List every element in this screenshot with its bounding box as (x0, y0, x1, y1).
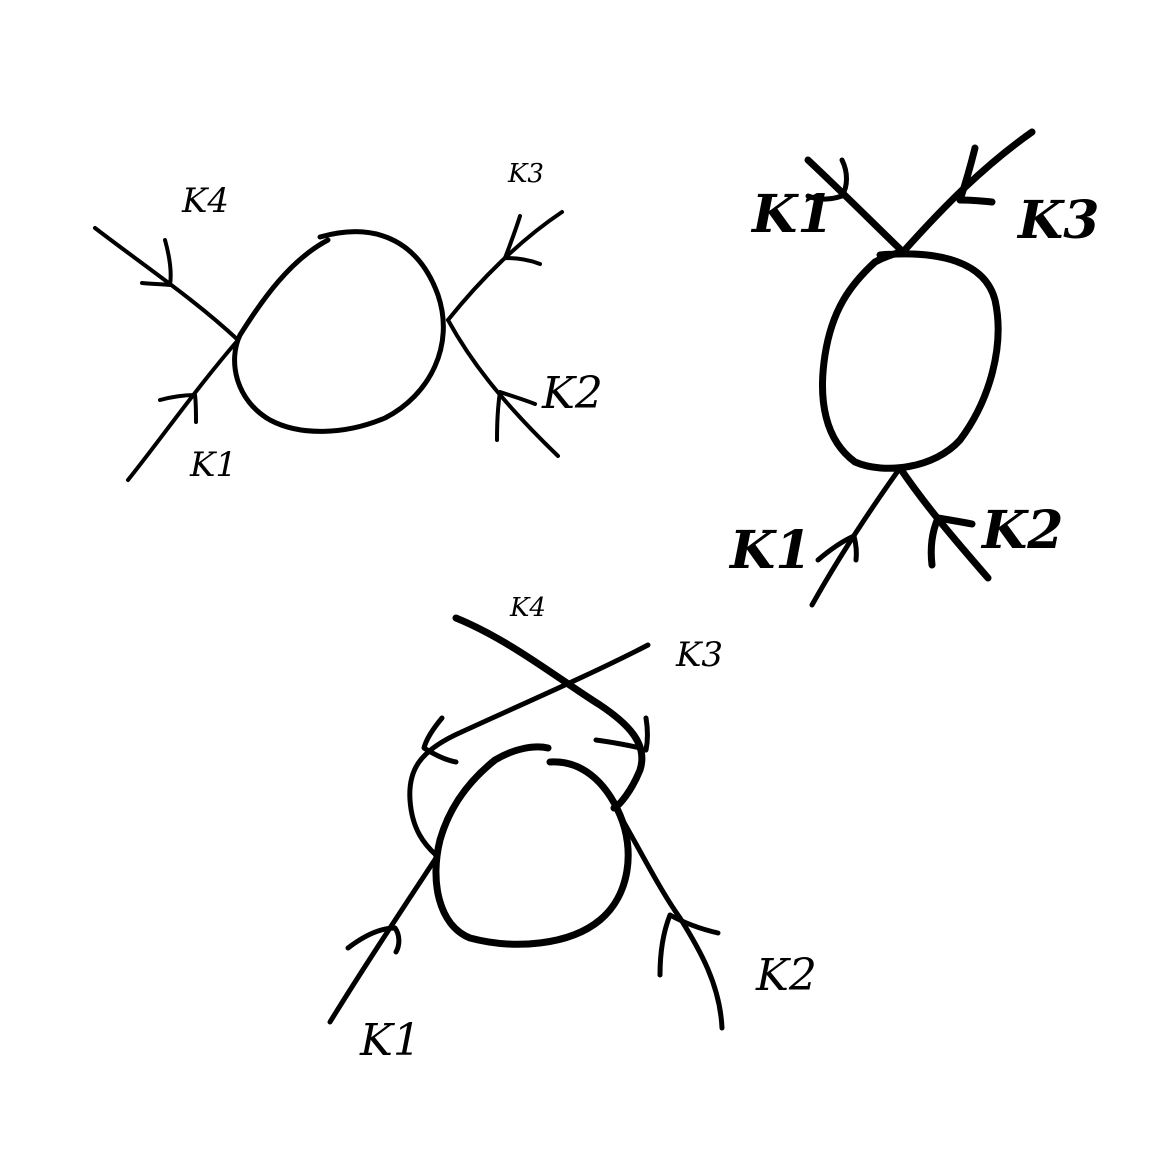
label-k3-d2: K3 (1016, 190, 1099, 251)
leg-bottom-left-d3 (327, 852, 441, 1025)
leg-upper-right (446, 210, 564, 322)
arrow-lower-right (495, 390, 537, 442)
leg-top-right (899, 128, 1036, 256)
label-k1-d3: K1 (359, 1015, 421, 1066)
arrow-top-right (956, 144, 996, 206)
label-k1-d2-top: K1 (750, 184, 833, 245)
arrow-bottom-right (927, 514, 976, 569)
arrow-k4-end (593, 715, 650, 753)
label-k1-d1: K1 (189, 445, 237, 485)
leg-lower-right (446, 318, 560, 458)
leg-k3-cross (407, 642, 651, 858)
leg-bottom-right (896, 464, 992, 582)
label-k1-d2-bottom: K1 (728, 520, 811, 581)
leg-lower-left (126, 338, 240, 482)
diagram-u-channel: K4 K3 K1 K2 (327, 593, 817, 1066)
arrow-upper-right (503, 214, 542, 266)
label-k4-d3: K4 (509, 593, 546, 623)
leg-bottom-left (809, 465, 903, 608)
loop-2 (819, 248, 1002, 472)
arrow-lower-left (158, 393, 198, 424)
arrow-bottom-right-d3 (657, 912, 721, 978)
arrow-top-left (805, 157, 849, 202)
arrow-k3-end (421, 715, 459, 765)
loop-1 (232, 229, 446, 434)
leg-k4-cross (452, 614, 646, 812)
arrow-upper-left (140, 238, 173, 287)
label-k3-d1: K3 (507, 159, 544, 189)
arrow-bottom-left-d3 (345, 925, 402, 955)
label-k2-d3: K2 (755, 950, 817, 1001)
label-k2-d2: K2 (980, 500, 1063, 561)
label-k4-d1: K4 (181, 181, 229, 221)
label-k2-d1: K2 (541, 368, 603, 419)
loop-3 (432, 743, 632, 948)
diagram-s-channel: K4 K1 K3 K2 (93, 159, 603, 485)
arrow-bottom-left (815, 533, 859, 563)
diagram-t-channel: K1 K3 K1 K2 (728, 128, 1099, 608)
label-k3-d3: K3 (675, 635, 723, 675)
leg-top-left (804, 156, 907, 256)
